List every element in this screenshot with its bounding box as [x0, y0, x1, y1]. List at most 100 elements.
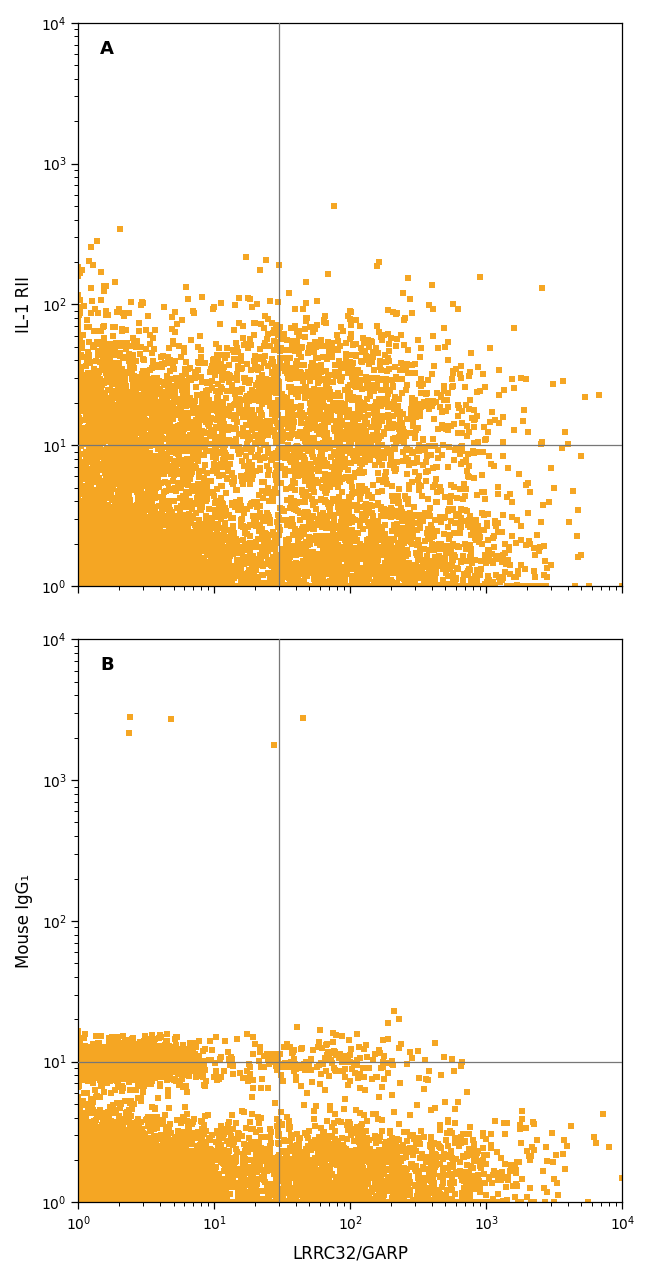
Point	[115, 552, 125, 572]
Point	[168, 1054, 179, 1074]
Point	[83, 1176, 94, 1197]
Point	[83, 1043, 93, 1064]
Point	[83, 1191, 94, 1212]
Point	[138, 349, 148, 369]
Point	[165, 448, 176, 469]
Point	[127, 553, 138, 573]
Point	[73, 1193, 84, 1213]
Point	[428, 576, 439, 596]
Point	[369, 427, 380, 447]
Point	[77, 1188, 88, 1208]
Point	[290, 568, 300, 589]
Point	[103, 349, 114, 369]
Point	[73, 1126, 84, 1147]
Point	[336, 492, 346, 512]
Point	[144, 453, 155, 474]
Point	[73, 1170, 84, 1190]
Point	[77, 379, 88, 400]
Point	[81, 1135, 91, 1156]
Point	[177, 576, 188, 596]
Point	[174, 538, 185, 558]
Point	[381, 576, 391, 596]
Point	[187, 1147, 198, 1167]
Point	[132, 1180, 142, 1200]
Point	[85, 1148, 96, 1168]
Point	[115, 1174, 125, 1194]
Point	[365, 1189, 376, 1209]
Point	[336, 527, 346, 548]
Point	[119, 1048, 129, 1069]
Point	[93, 1042, 103, 1062]
Point	[402, 374, 412, 395]
Point	[346, 553, 357, 573]
Point	[73, 1151, 84, 1171]
Point	[134, 1193, 144, 1213]
Point	[123, 421, 133, 442]
Point	[239, 1156, 250, 1176]
Point	[281, 1151, 292, 1171]
Point	[88, 1180, 98, 1200]
Point	[248, 1193, 258, 1213]
Point	[146, 1071, 157, 1092]
Point	[96, 1151, 106, 1171]
Point	[94, 540, 104, 561]
Point	[153, 435, 163, 456]
Point	[122, 1048, 133, 1069]
Point	[113, 566, 124, 586]
Point	[273, 576, 283, 596]
Point	[184, 1046, 194, 1066]
Point	[272, 1048, 282, 1069]
Point	[257, 1069, 267, 1089]
Point	[98, 1125, 109, 1145]
Point	[79, 555, 90, 576]
Point	[180, 543, 190, 563]
Point	[122, 576, 133, 596]
Point	[98, 1193, 109, 1213]
Point	[374, 1160, 384, 1180]
Point	[317, 1038, 328, 1059]
Point	[302, 453, 312, 474]
Point	[73, 1060, 84, 1080]
Point	[73, 573, 84, 594]
Point	[166, 576, 176, 596]
Point	[129, 1163, 140, 1184]
Point	[124, 576, 134, 596]
Point	[110, 1170, 120, 1190]
Point	[424, 398, 434, 419]
Point	[268, 563, 278, 584]
Point	[132, 576, 142, 596]
Point	[111, 1177, 121, 1198]
Point	[73, 1193, 84, 1213]
Point	[140, 576, 150, 596]
Point	[79, 552, 90, 572]
Point	[367, 1180, 378, 1200]
Point	[118, 506, 128, 526]
Point	[133, 547, 144, 567]
Point	[112, 501, 123, 521]
Point	[136, 538, 146, 558]
Point	[144, 411, 155, 432]
Point	[140, 387, 150, 407]
Point	[181, 576, 191, 596]
Point	[86, 543, 96, 563]
Point	[120, 1120, 131, 1140]
Point	[79, 1046, 90, 1066]
Point	[367, 576, 377, 596]
Point	[112, 1186, 123, 1207]
Point	[146, 576, 156, 596]
Point	[198, 525, 209, 545]
Point	[147, 1034, 157, 1055]
Point	[298, 368, 308, 388]
Point	[217, 576, 228, 596]
Point	[372, 511, 382, 531]
Point	[73, 1050, 84, 1070]
Point	[73, 1139, 84, 1160]
Point	[278, 1130, 289, 1151]
Point	[131, 1151, 142, 1171]
Point	[108, 489, 118, 510]
Point	[131, 1193, 141, 1213]
Point	[221, 1183, 231, 1203]
Point	[124, 544, 135, 564]
Point	[73, 1184, 84, 1204]
Point	[146, 1171, 157, 1191]
